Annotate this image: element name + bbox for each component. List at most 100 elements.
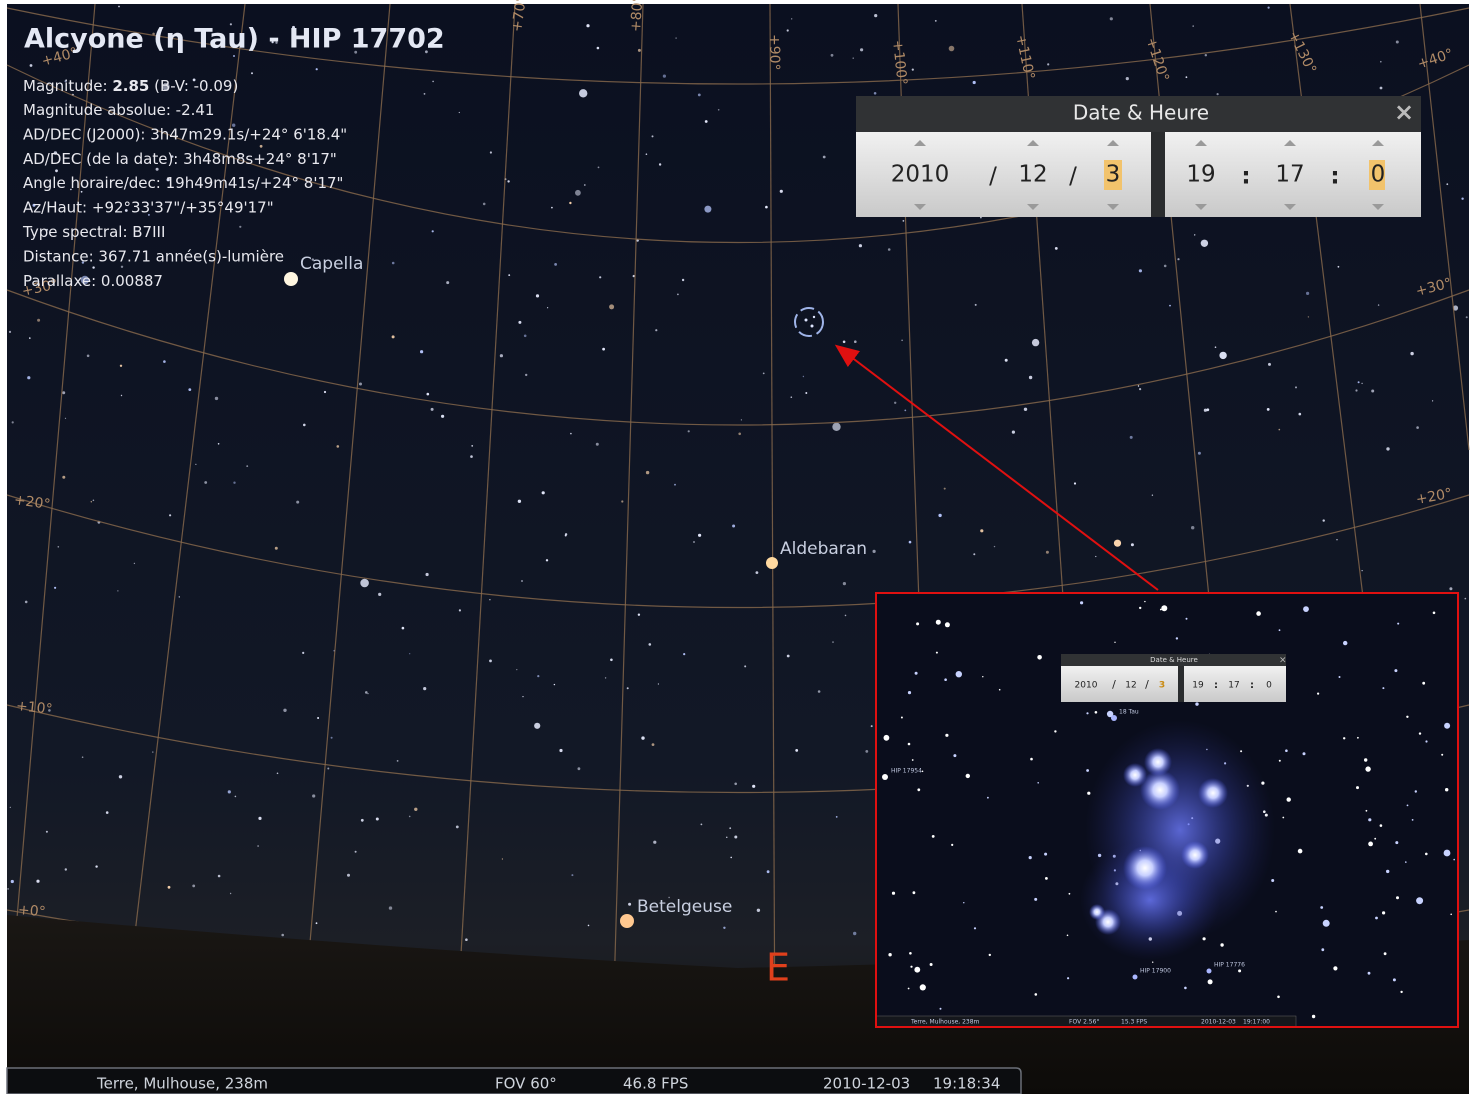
star	[1275, 910, 1277, 913]
star	[1452, 305, 1459, 311]
star	[637, 613, 641, 616]
grid-line	[9, 3, 96, 1001]
star	[921, 770, 924, 773]
star	[687, 430, 690, 433]
star	[740, 419, 743, 421]
day-value[interactable]: 3	[1106, 162, 1121, 188]
star	[910, 965, 913, 968]
star	[37, 318, 41, 322]
star	[943, 487, 946, 490]
star	[315, 922, 318, 925]
star	[704, 205, 712, 213]
star	[489, 151, 492, 154]
star	[551, 206, 553, 209]
year-value[interactable]: 2010	[891, 162, 950, 188]
status-location: Terre, Mulhouse, 238m	[910, 1019, 980, 1026]
grid-line	[6, 289, 1470, 426]
star	[470, 455, 473, 458]
star	[908, 540, 912, 544]
star	[169, 514, 172, 517]
star	[1144, 600, 1146, 603]
highlight	[1369, 160, 1385, 190]
spin-down	[1195, 204, 1207, 210]
star	[1137, 385, 1140, 387]
star	[327, 767, 330, 770]
star	[1450, 913, 1452, 916]
star	[916, 622, 920, 626]
hour-value[interactable]: 19	[1186, 162, 1215, 188]
star	[195, 463, 197, 465]
star	[45, 830, 48, 833]
star	[27, 376, 31, 380]
star	[296, 500, 300, 504]
second-value[interactable]: 0	[1371, 162, 1386, 188]
star	[303, 423, 306, 427]
star-label: HIP 17776	[1214, 962, 1245, 969]
star	[423, 93, 426, 95]
star	[1322, 519, 1325, 522]
star-label: 18 Tau	[1119, 709, 1139, 716]
star	[1028, 856, 1032, 860]
grid-line	[611, 3, 644, 1061]
divider	[1151, 132, 1165, 217]
star	[258, 816, 262, 821]
annotation-arrow	[834, 344, 1159, 591]
star	[147, 213, 150, 216]
star	[1163, 264, 1167, 268]
status-time: 19:17:00	[1243, 1019, 1270, 1026]
star	[887, 248, 891, 251]
star	[805, 392, 808, 394]
info-line: Angle horaire/dec: 19h49m41s/+24° 8'17"	[23, 174, 343, 192]
star	[1375, 916, 1378, 920]
star-label: HIP 17954	[891, 768, 922, 775]
star	[1311, 1014, 1316, 1019]
star	[980, 529, 984, 533]
star	[80, 275, 90, 285]
separator: :	[1250, 680, 1254, 691]
star	[1086, 769, 1089, 772]
month-value[interactable]: 12	[1018, 162, 1047, 188]
star	[81, 756, 84, 758]
star	[1338, 676, 1341, 678]
star	[919, 984, 926, 991]
grid-label: +90°	[766, 34, 782, 71]
star	[1320, 906, 1324, 909]
star	[10, 879, 14, 884]
star	[426, 392, 430, 396]
star	[276, 772, 279, 775]
star	[802, 375, 805, 378]
star	[620, 914, 634, 928]
named-stars: Capella Aldebaran Betelgeuse E	[284, 254, 867, 990]
spin-down	[1284, 204, 1296, 210]
star	[602, 347, 605, 351]
star	[1343, 737, 1346, 740]
star	[1382, 687, 1385, 690]
info-line: Distance: 367.71 année(s)-lumière	[23, 247, 284, 265]
star	[1414, 790, 1418, 793]
star	[1306, 291, 1310, 295]
star	[1361, 382, 1363, 385]
star	[119, 364, 123, 367]
spin-down	[1027, 204, 1039, 210]
compass-point: E	[766, 946, 790, 990]
star	[1410, 351, 1414, 356]
close-button[interactable]: ×	[1394, 98, 1414, 126]
star	[1286, 797, 1291, 802]
star	[409, 653, 411, 655]
star	[233, 481, 236, 484]
star	[1031, 338, 1040, 347]
minute-value[interactable]: 17	[1275, 162, 1304, 188]
star	[360, 578, 369, 588]
star	[998, 688, 1001, 691]
star	[8, 330, 12, 333]
star	[1034, 993, 1038, 996]
star	[271, 41, 274, 44]
star	[935, 651, 938, 654]
star	[92, 266, 95, 269]
star	[765, 205, 768, 209]
status-fov: FOV 2.56°	[1069, 1019, 1099, 1026]
star	[1151, 494, 1154, 496]
star	[1068, 892, 1071, 895]
star	[974, 303, 977, 306]
star	[1425, 852, 1428, 856]
